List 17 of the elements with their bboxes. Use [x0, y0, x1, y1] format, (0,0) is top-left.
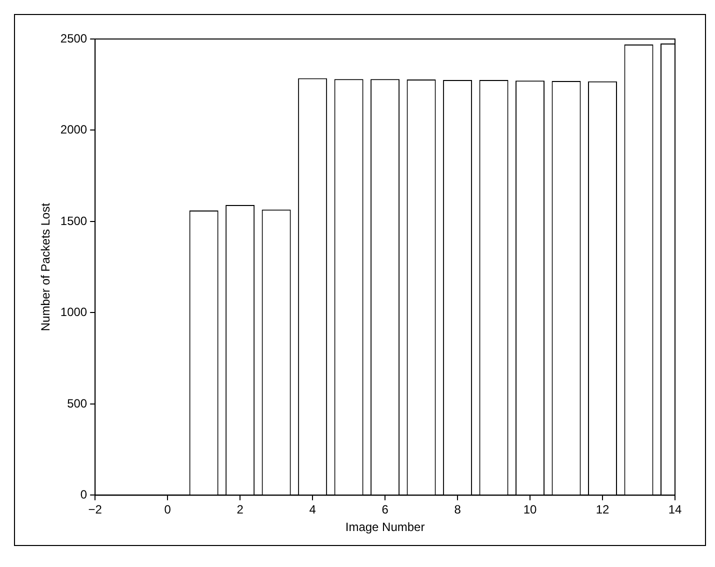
y-tick-label: 1500: [60, 214, 88, 228]
y-axis-title: Number of Packets Lost: [38, 202, 53, 332]
x-tick-label: 2: [236, 502, 244, 517]
x-tick-label: 8: [454, 502, 462, 517]
x-tick-label: 0: [164, 502, 172, 517]
x-tick-label: 12: [596, 502, 610, 517]
y-tick-label: 2500: [60, 31, 88, 46]
x-tick-label: 10: [523, 502, 538, 517]
x-tick-label: 14: [668, 502, 682, 517]
y-tick-label: 0: [80, 488, 88, 502]
y-tick-label: 1000: [60, 305, 88, 320]
x-tick-label: −2: [88, 502, 102, 517]
x-tick-label: 4: [309, 502, 316, 517]
x-tick-label: 6: [382, 502, 389, 517]
x-axis-title: Image Number: [345, 520, 425, 534]
y-tick-label: 2000: [60, 122, 88, 137]
y-tick-label: 500: [67, 396, 88, 410]
